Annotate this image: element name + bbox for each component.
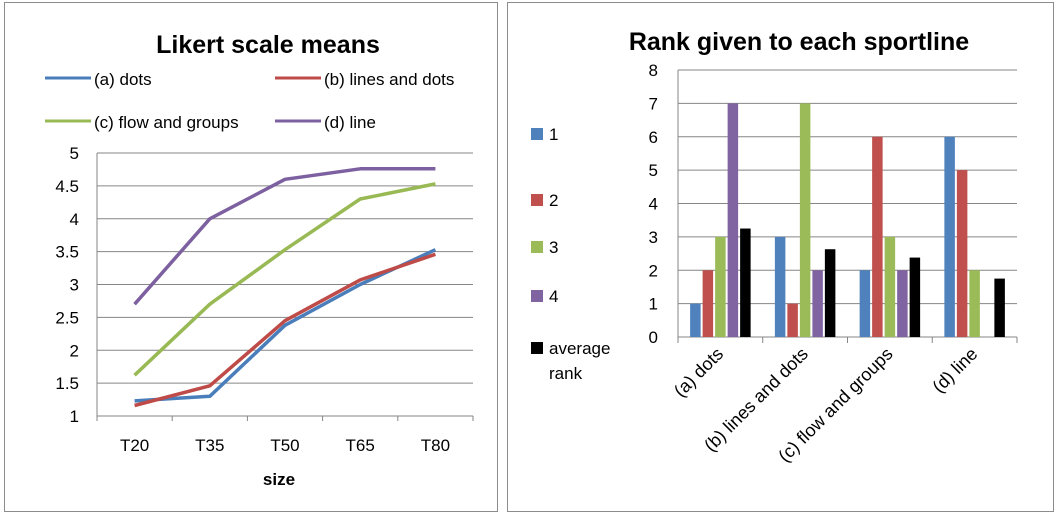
likert-line-chart: Likert scale means(a) dots (b) lines and … <box>45 31 474 489</box>
y-tick-label: 8 <box>649 61 658 80</box>
likert-chart-panel: Likert scale means (a) dots (b) lines and … <box>4 2 498 512</box>
y-tick-label: 4.5 <box>55 177 79 196</box>
rank-chart-panel: Rank given to each sportline 0 1 2 3 4 5 6 7 8 (a)… <box>507 2 1054 512</box>
bar-c-flow-and-groups-series-1 <box>859 270 871 337</box>
legend-label-c-flow-and-groups: (c) flow and groups <box>94 113 239 132</box>
bar-a-dots-series-1 <box>690 303 701 337</box>
bar-d-line-series-2 <box>956 170 968 337</box>
bar-b-lines-and-dots-series-2 <box>787 303 798 337</box>
y-tick-label: 1 <box>70 407 79 426</box>
legend-swatch-average-rank <box>531 342 543 354</box>
legend-swatch-2 <box>531 194 543 206</box>
bar-a-dots-series-3 <box>715 236 726 337</box>
bar-b-lines-and-dots-series-4 <box>812 270 823 337</box>
x-tick-label: T80 <box>421 436 450 455</box>
y-tick-label: 3 <box>70 276 79 295</box>
bar-c-flow-and-groups-series-4 <box>897 270 908 337</box>
bar-a-dots-series-4 <box>727 103 739 337</box>
bar-c-flow-and-groups-series-average-rank <box>909 257 921 337</box>
y-tick-label: 1.5 <box>55 374 79 393</box>
y-tick-label: 3.5 <box>55 243 79 262</box>
y-tick-label: 3 <box>649 228 658 247</box>
y-tick-label: 5 <box>70 144 79 163</box>
x-tick-label: T50 <box>270 436 299 455</box>
x-tick-label: (d) line <box>928 344 981 397</box>
series-line-d-line <box>133 167 436 306</box>
legend-label-1: 1 <box>549 125 558 144</box>
x-tick-label: T35 <box>195 436 224 455</box>
bar-d-line-series-1 <box>944 136 955 337</box>
y-tick-label: 5 <box>649 161 658 180</box>
y-tick-label: 2 <box>649 261 658 280</box>
legend-label-b-lines-and-dots: (b) lines and dots <box>324 70 454 89</box>
bar-b-lines-and-dots-series-1 <box>774 236 786 337</box>
bar-d-line-series-average-rank <box>994 278 1005 337</box>
y-tick-label: 4 <box>70 210 79 229</box>
bar-b-lines-and-dots-series-average-rank <box>824 249 836 337</box>
y-tick-label: 4 <box>649 195 658 214</box>
series-line-b-lines-and-dots <box>134 252 436 408</box>
x-tick-label: (a) dots <box>670 344 727 401</box>
rank-bar-chart: Rank given to each sportline 0 1 2 3 4 5 6 7 8 (a)… <box>531 28 1018 466</box>
bar-b-lines-and-dots-series-3 <box>799 103 811 337</box>
x-axis-title: size <box>263 470 295 489</box>
bar-c-flow-and-groups-series-3 <box>884 236 896 337</box>
bar-d-line-series-3 <box>969 270 980 337</box>
series-line-c-flow-and-groups <box>133 182 436 377</box>
legend-label-d-line: (d) line <box>324 113 376 132</box>
legend-swatch-4 <box>531 290 543 302</box>
chart-title: Rank given to each sportline <box>629 28 969 56</box>
y-tick-label: 2 <box>70 341 79 360</box>
x-tick-label: T20 <box>120 436 149 455</box>
legend-label-3: 3 <box>549 238 558 257</box>
legend-swatch-1 <box>531 128 543 140</box>
bar-a-dots-series-average-rank <box>740 228 751 337</box>
legend-label-a-dots: (a) dots <box>94 70 152 89</box>
series-line-a-dots <box>134 248 437 403</box>
y-tick-label: 7 <box>649 94 658 113</box>
y-tick-label: 6 <box>649 128 658 147</box>
legend-label-average-rank: average rank <box>549 339 610 383</box>
y-tick-label: 0 <box>649 328 658 347</box>
legend-label-2: 2 <box>549 191 558 210</box>
x-tick-label: T65 <box>346 436 375 455</box>
legend-label-4: 4 <box>549 287 558 306</box>
chart-title: Likert scale means <box>156 31 380 59</box>
y-tick-label: 2.5 <box>55 308 79 327</box>
legend-swatch-3 <box>531 241 543 253</box>
bar-c-flow-and-groups-series-2 <box>872 136 883 337</box>
bar-a-dots-series-2 <box>702 270 714 337</box>
y-tick-label: 1 <box>649 295 658 314</box>
